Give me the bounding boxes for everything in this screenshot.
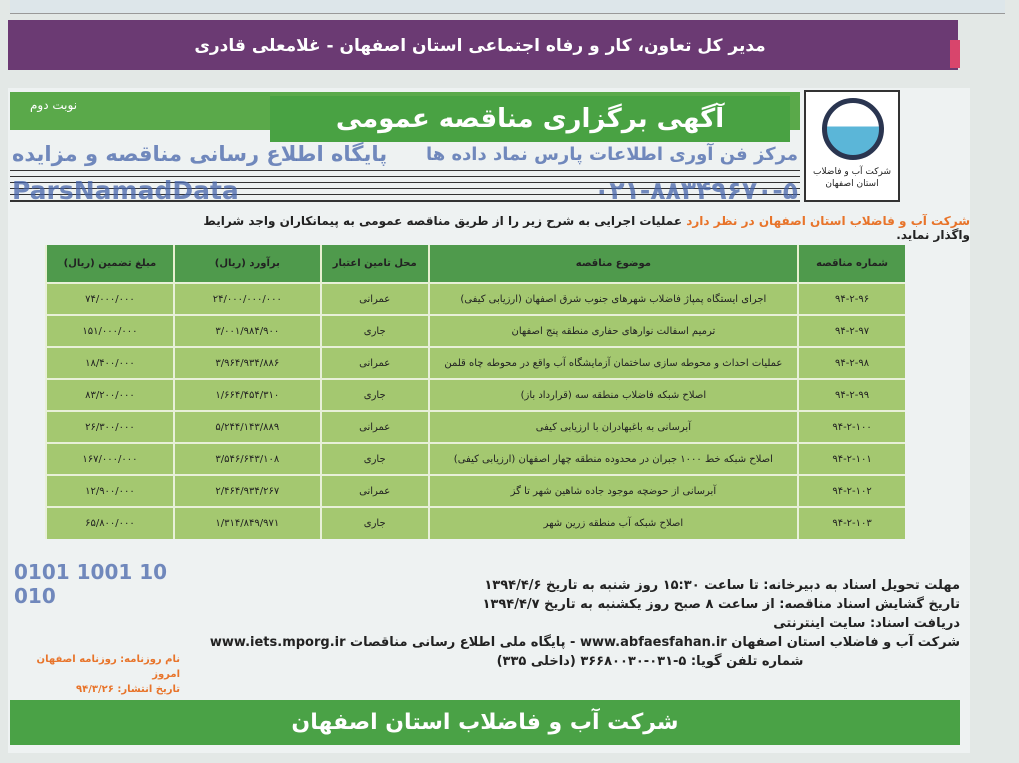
opening-date: تاریخ گشایش اسناد مناقصه: از ساعت ۸ صبح … <box>482 597 961 612</box>
guarantee: ۷۴/۰۰۰/۰۰۰ <box>45 282 174 315</box>
tender-subject: عملیات احداث و محوطه سازی ساختمان آزمایش… <box>427 346 799 379</box>
ad-round: نوبت دوم <box>30 98 78 112</box>
tender-subject: اصلاح شبکه فاضلاب منطقه سه (قرارداد باز) <box>427 378 799 411</box>
table-row: ۹۴-۲-۹۸ عملیات احداث و محوطه سازی ساختمان… <box>45 346 905 379</box>
funding-source: عمرانی <box>319 282 429 315</box>
tender-subject: اصلاح شبکه آب منطقه زرین شهر <box>427 506 799 539</box>
estimate: ۵/۲۴۴/۱۴۳/۸۸۹ <box>172 410 321 443</box>
phone: شماره تلفن گویا: ۵-۰۳۱-۳۶۶۸۰۰۳۰ (داخلی ۳… <box>496 654 804 669</box>
funding-source: جاری <box>319 378 429 411</box>
guarantee: ۶۵/۸۰۰/۰۰۰ <box>45 506 174 539</box>
publish-date: تاریخ انتشار: ۹۴/۳/۲۶ <box>76 684 180 695</box>
intro-org: شرکت آب و فاضلاب استان اصفهان در نظر دار… <box>686 214 970 228</box>
table-row: ۹۴-۲-۱۰۳ اصلاح شبکه آب منطقه زرین شهر جاری… <box>45 506 905 539</box>
funding-source: عمرانی <box>319 410 429 443</box>
estimate: ۱/۶۶۴/۴۵۴/۳۱۰ <box>172 378 321 411</box>
banner-accent <box>950 40 960 68</box>
col-subject: موضوع مناقصه <box>427 245 799 283</box>
newspaper-info: نام روزنامه: روزنامه اصفهان امروز تاریخ … <box>20 652 180 697</box>
tender-subject: آبرسانی به باغبهادران با ارزیابی کیفی <box>427 410 799 443</box>
tender-subject: آبرسانی از حوضچه موجود جاده شاهین شهر تا… <box>427 474 799 507</box>
tender-number: ۹۴-۲-۱۰۱ <box>797 442 905 475</box>
table-row: ۹۴-۲-۹۷ ترمیم اسفالت نوارهای حفاری منطقه … <box>45 314 905 347</box>
guarantee: ۱۲/۹۰۰/۰۰۰ <box>45 474 174 507</box>
tender-number: ۹۴-۲-۹۷ <box>797 314 905 347</box>
footer-banner: شرکت آب و فاضلاب استان اصفهان <box>10 700 960 745</box>
guarantee: ۱۵۱/۰۰۰/۰۰۰ <box>45 314 174 347</box>
ad-title: آگهی برگزاری مناقصه عمومی <box>270 96 790 142</box>
water-drop-icon <box>822 98 884 160</box>
funding-source: جاری <box>319 314 429 347</box>
estimate: ۱/۳۱۴/۸۴۹/۹۷۱ <box>172 506 321 539</box>
tender-table: شماره مناقصه موضوع مناقصه محل تامین اعتب… <box>45 245 905 539</box>
company-logo: شرکت آب و فاضلاب استان اصفهان <box>804 90 900 202</box>
guarantee: ۱۸/۴۰۰/۰۰۰ <box>45 346 174 379</box>
tender-subject: ترمیم اسفالت نوارهای حفاری منطقه پنج اصف… <box>427 314 799 347</box>
guarantee: ۱۶۷/۰۰۰/۰۰۰ <box>45 442 174 475</box>
estimate: ۲/۴۶۴/۹۳۴/۲۶۷ <box>172 474 321 507</box>
estimate: ۳/۰۰۱/۹۸۴/۹۰۰ <box>172 314 321 347</box>
table-row: ۹۴-۲-۱۰۱ اصلاح شبکه خط ۱۰۰۰ جبران در محدو… <box>45 442 905 475</box>
tender-number: ۹۴-۲-۱۰۲ <box>797 474 905 507</box>
header-banner: مدیر کل تعاون، کار و رفاه اجتماعی استان … <box>180 30 780 62</box>
funding-source: جاری <box>319 506 429 539</box>
col-guarantee: مبلغ تضمین (ریال) <box>45 245 174 283</box>
funding-source: عمرانی <box>319 346 429 379</box>
guarantee: ۲۶/۳۰۰/۰۰۰ <box>45 410 174 443</box>
col-funding: محل تامین اعتبار <box>319 245 429 283</box>
watermark-digits: 0101 1001 10 010 <box>14 560 168 608</box>
tender-number: ۹۴-۲-۱۰۰ <box>797 410 905 443</box>
intro-rest: عملیات اجرایی به شرح زیر را از طریق مناق… <box>203 214 970 242</box>
funding-source: عمرانی <box>319 474 429 507</box>
tender-subject: اصلاح شبکه خط ۱۰۰۰ جبران در محدوده منطقه… <box>427 442 799 475</box>
tender-number: ۹۴-۲-۹۹ <box>797 378 905 411</box>
decorative-rules <box>10 170 800 202</box>
col-estimate: برآورد (ریال) <box>172 245 321 283</box>
estimate: ۲۴/۰۰۰/۰۰۰/۰۰۰ <box>172 282 321 315</box>
estimate: ۳/۵۴۶/۶۴۳/۱۰۸ <box>172 442 321 475</box>
deadline: مهلت تحویل اسناد به دبیرخانه: تا ساعت ۱۵… <box>484 578 960 593</box>
tender-number: ۹۴-۲-۱۰۳ <box>797 506 905 539</box>
tender-number: ۹۴-۲-۹۸ <box>797 346 905 379</box>
tender-details: مهلت تحویل اسناد به دبیرخانه: تا ساعت ۱۵… <box>200 576 960 671</box>
tender-subject: اجرای ایستگاه پمپاژ فاضلاب شهرهای جنوب ش… <box>427 282 799 315</box>
documents: دریافت اسناد: سایت اینترنتی <box>773 616 960 631</box>
table-row: ۹۴-۲-۹۶ اجرای ایستگاه پمپاژ فاضلاب شهرهای… <box>45 282 905 315</box>
guarantee: ۸۳/۲۰۰/۰۰۰ <box>45 378 174 411</box>
logo-text: شرکت آب و فاضلاب استان اصفهان <box>812 167 892 189</box>
table-header: شماره مناقصه موضوع مناقصه محل تامین اعتب… <box>45 245 905 283</box>
intro-text: شرکت آب و فاضلاب استان اصفهان در نظر دار… <box>170 214 970 242</box>
previous-ad-strip <box>10 0 1005 14</box>
table-row: ۹۴-۲-۱۰۲ آبرسانی از حوضچه موجود جاده شاهی… <box>45 474 905 507</box>
col-number: شماره مناقصه <box>797 245 905 283</box>
table-row: ۹۴-۲-۱۰۰ آبرسانی به باغبهادران با ارزیابی… <box>45 410 905 443</box>
estimate: ۳/۹۶۴/۹۳۴/۸۸۶ <box>172 346 321 379</box>
funding-source: جاری <box>319 442 429 475</box>
websites[interactable]: شرکت آب و فاضلاب استان اصفهان www.abfaes… <box>209 635 960 650</box>
newspaper-name: نام روزنامه: روزنامه اصفهان امروز <box>36 654 180 680</box>
table-row: ۹۴-۲-۹۹ اصلاح شبکه فاضلاب منطقه سه (قرارد… <box>45 378 905 411</box>
tender-number: ۹۴-۲-۹۶ <box>797 282 905 315</box>
